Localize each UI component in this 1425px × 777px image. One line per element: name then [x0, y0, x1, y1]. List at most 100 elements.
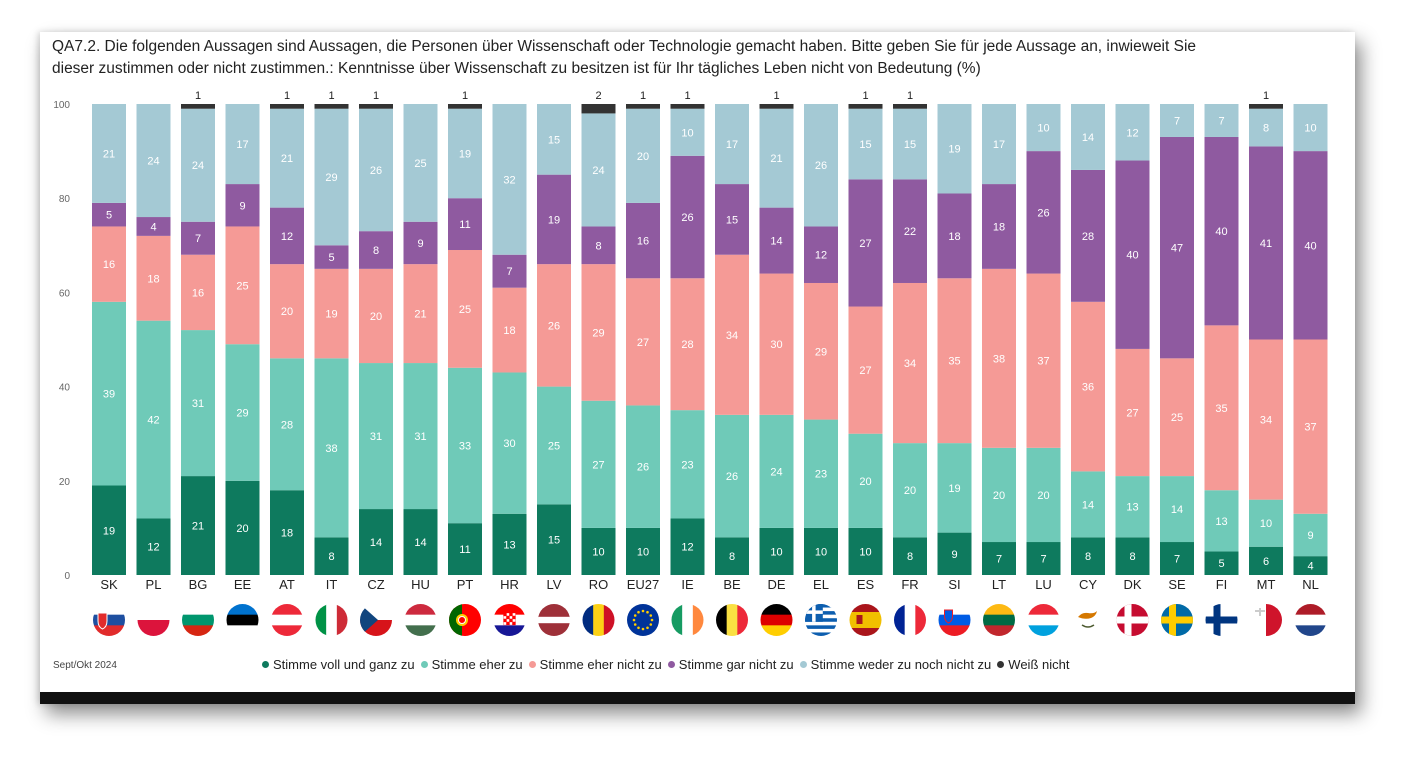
data-label: 39: [103, 389, 115, 401]
data-label: 24: [147, 156, 159, 168]
bar-segment-weder-ro: [581, 113, 616, 227]
bar-segment-voll-bg: [181, 476, 215, 575]
bar-segment-eher_nicht-ie: [670, 278, 705, 411]
bar-segment-weiss_nicht-it: [314, 104, 349, 109]
bar-segment-eher-nl: [1293, 513, 1328, 557]
data-label: 15: [859, 139, 871, 151]
bar-segment-weder-bg: [181, 108, 215, 222]
flag-lu-icon: [1027, 604, 1060, 636]
category-label: NL: [1302, 577, 1319, 592]
data-label: 29: [325, 172, 337, 184]
data-label: 12: [281, 231, 293, 243]
data-label: 25: [459, 304, 471, 316]
chart-card: QA7.2. Die folgenden Aussagen sind Aussa…: [40, 32, 1355, 704]
bar-segment-gar_nicht-ie: [670, 155, 705, 279]
bar-segment-eher-hu: [403, 363, 438, 510]
flag-ee-icon: [226, 604, 259, 636]
data-label: 14: [1082, 499, 1094, 511]
data-label: 14: [770, 236, 782, 248]
data-label: 27: [592, 459, 604, 471]
data-label: 1: [907, 90, 913, 102]
flag-mt-icon: [1250, 604, 1282, 636]
data-label: 20: [236, 523, 248, 535]
y-tick-label: 60: [59, 288, 71, 299]
data-label: 41: [1260, 238, 1272, 250]
data-label: 1: [773, 90, 779, 102]
data-label: 12: [681, 542, 693, 554]
category-label: FI: [1216, 577, 1228, 592]
bar-segment-eher-el: [804, 419, 838, 528]
data-label: 34: [726, 330, 738, 342]
data-label: 7: [1174, 554, 1180, 566]
bar-segment-eher-cz: [359, 363, 393, 510]
flag-bg-icon: [182, 604, 214, 636]
bar-segment-weiss_nicht-at: [270, 104, 304, 109]
data-label: 22: [904, 226, 916, 238]
chart-title-line2: dieser zustimmen oder nicht zustimmen.: …: [52, 60, 981, 77]
data-label: 10: [637, 546, 649, 558]
bar-segment-gar_nicht-lt: [982, 184, 1016, 269]
bar-segment-eher-fr: [893, 443, 927, 538]
category-label: DE: [767, 577, 785, 592]
y-axis: 0 20 40 60 80 100: [53, 100, 70, 582]
bar-segment-eher-ro: [581, 400, 616, 528]
data-label: 38: [325, 443, 337, 455]
data-label: 9: [1307, 530, 1313, 542]
legend-label: Stimme eher nicht zu: [539, 657, 662, 672]
data-label: 1: [684, 90, 690, 102]
data-label: 18: [948, 231, 960, 243]
category-label: HR: [500, 577, 519, 592]
data-label: 37: [1304, 422, 1316, 434]
bar-segment-gar_nicht-cz: [359, 231, 393, 269]
data-label: 20: [904, 485, 916, 497]
data-label: 37: [1037, 356, 1049, 368]
y-tick-label: 40: [59, 383, 71, 394]
legend-dot-icon: [799, 661, 807, 668]
data-label: 26: [681, 212, 693, 224]
bar-segment-eher_nicht-be: [715, 254, 749, 415]
bar-segment-eher_nicht-lu: [1026, 273, 1061, 448]
bar-segment-voll-be: [715, 537, 749, 575]
footnote: Sept/Okt 2024: [53, 660, 117, 671]
bar-segment-voll-es: [848, 527, 883, 575]
bar-segment-eher_nicht-fr: [893, 282, 927, 444]
data-label: 8: [1085, 551, 1091, 563]
bar-segment-voll-mt: [1249, 546, 1283, 575]
data-label: 27: [859, 365, 871, 377]
data-label: 40: [1304, 240, 1316, 252]
category-label: CZ: [367, 577, 384, 592]
data-label: 14: [1171, 504, 1183, 516]
bar-segment-weder-cy: [1071, 104, 1105, 170]
bar-segment-weiss_nicht-ie: [670, 104, 705, 109]
bar-segment-voll-ee: [225, 480, 260, 575]
data-label: 1: [1263, 90, 1269, 102]
data-label: 26: [1037, 207, 1049, 219]
data-label: 8: [907, 551, 913, 563]
data-label: 24: [592, 165, 604, 177]
bar-segment-eher-hr: [492, 372, 527, 514]
bar-segment-eher-es: [848, 433, 883, 528]
category-label: IE: [681, 577, 694, 592]
bar-segment-voll-ro: [581, 527, 616, 575]
category-label: SI: [948, 577, 960, 592]
bar-segment-weder-lt: [982, 104, 1016, 185]
data-label: 26: [815, 160, 827, 172]
bar-segment-weder-hr: [492, 104, 527, 255]
bar-segment-voll-fr: [893, 537, 927, 575]
flag-hu-icon: [404, 604, 437, 636]
legend-label: Stimme gar nicht zu: [678, 657, 794, 672]
data-label: 1: [862, 90, 868, 102]
data-label: 27: [859, 238, 871, 250]
bar-segment-gar_nicht-lv: [537, 174, 571, 265]
data-label: 8: [595, 240, 601, 252]
data-label: 12: [815, 250, 827, 262]
bar-segment-gar_nicht-at: [270, 207, 304, 265]
data-label: 10: [1260, 518, 1272, 530]
data-label: 18: [993, 221, 1005, 233]
bar-segment-eher_nicht-cz: [359, 268, 393, 364]
data-label: 38: [993, 353, 1005, 365]
bar-segment-weder-el: [804, 104, 838, 227]
data-label: 26: [637, 462, 649, 474]
data-label: 1: [640, 90, 646, 102]
bar-segment-weder-mt: [1249, 108, 1283, 147]
